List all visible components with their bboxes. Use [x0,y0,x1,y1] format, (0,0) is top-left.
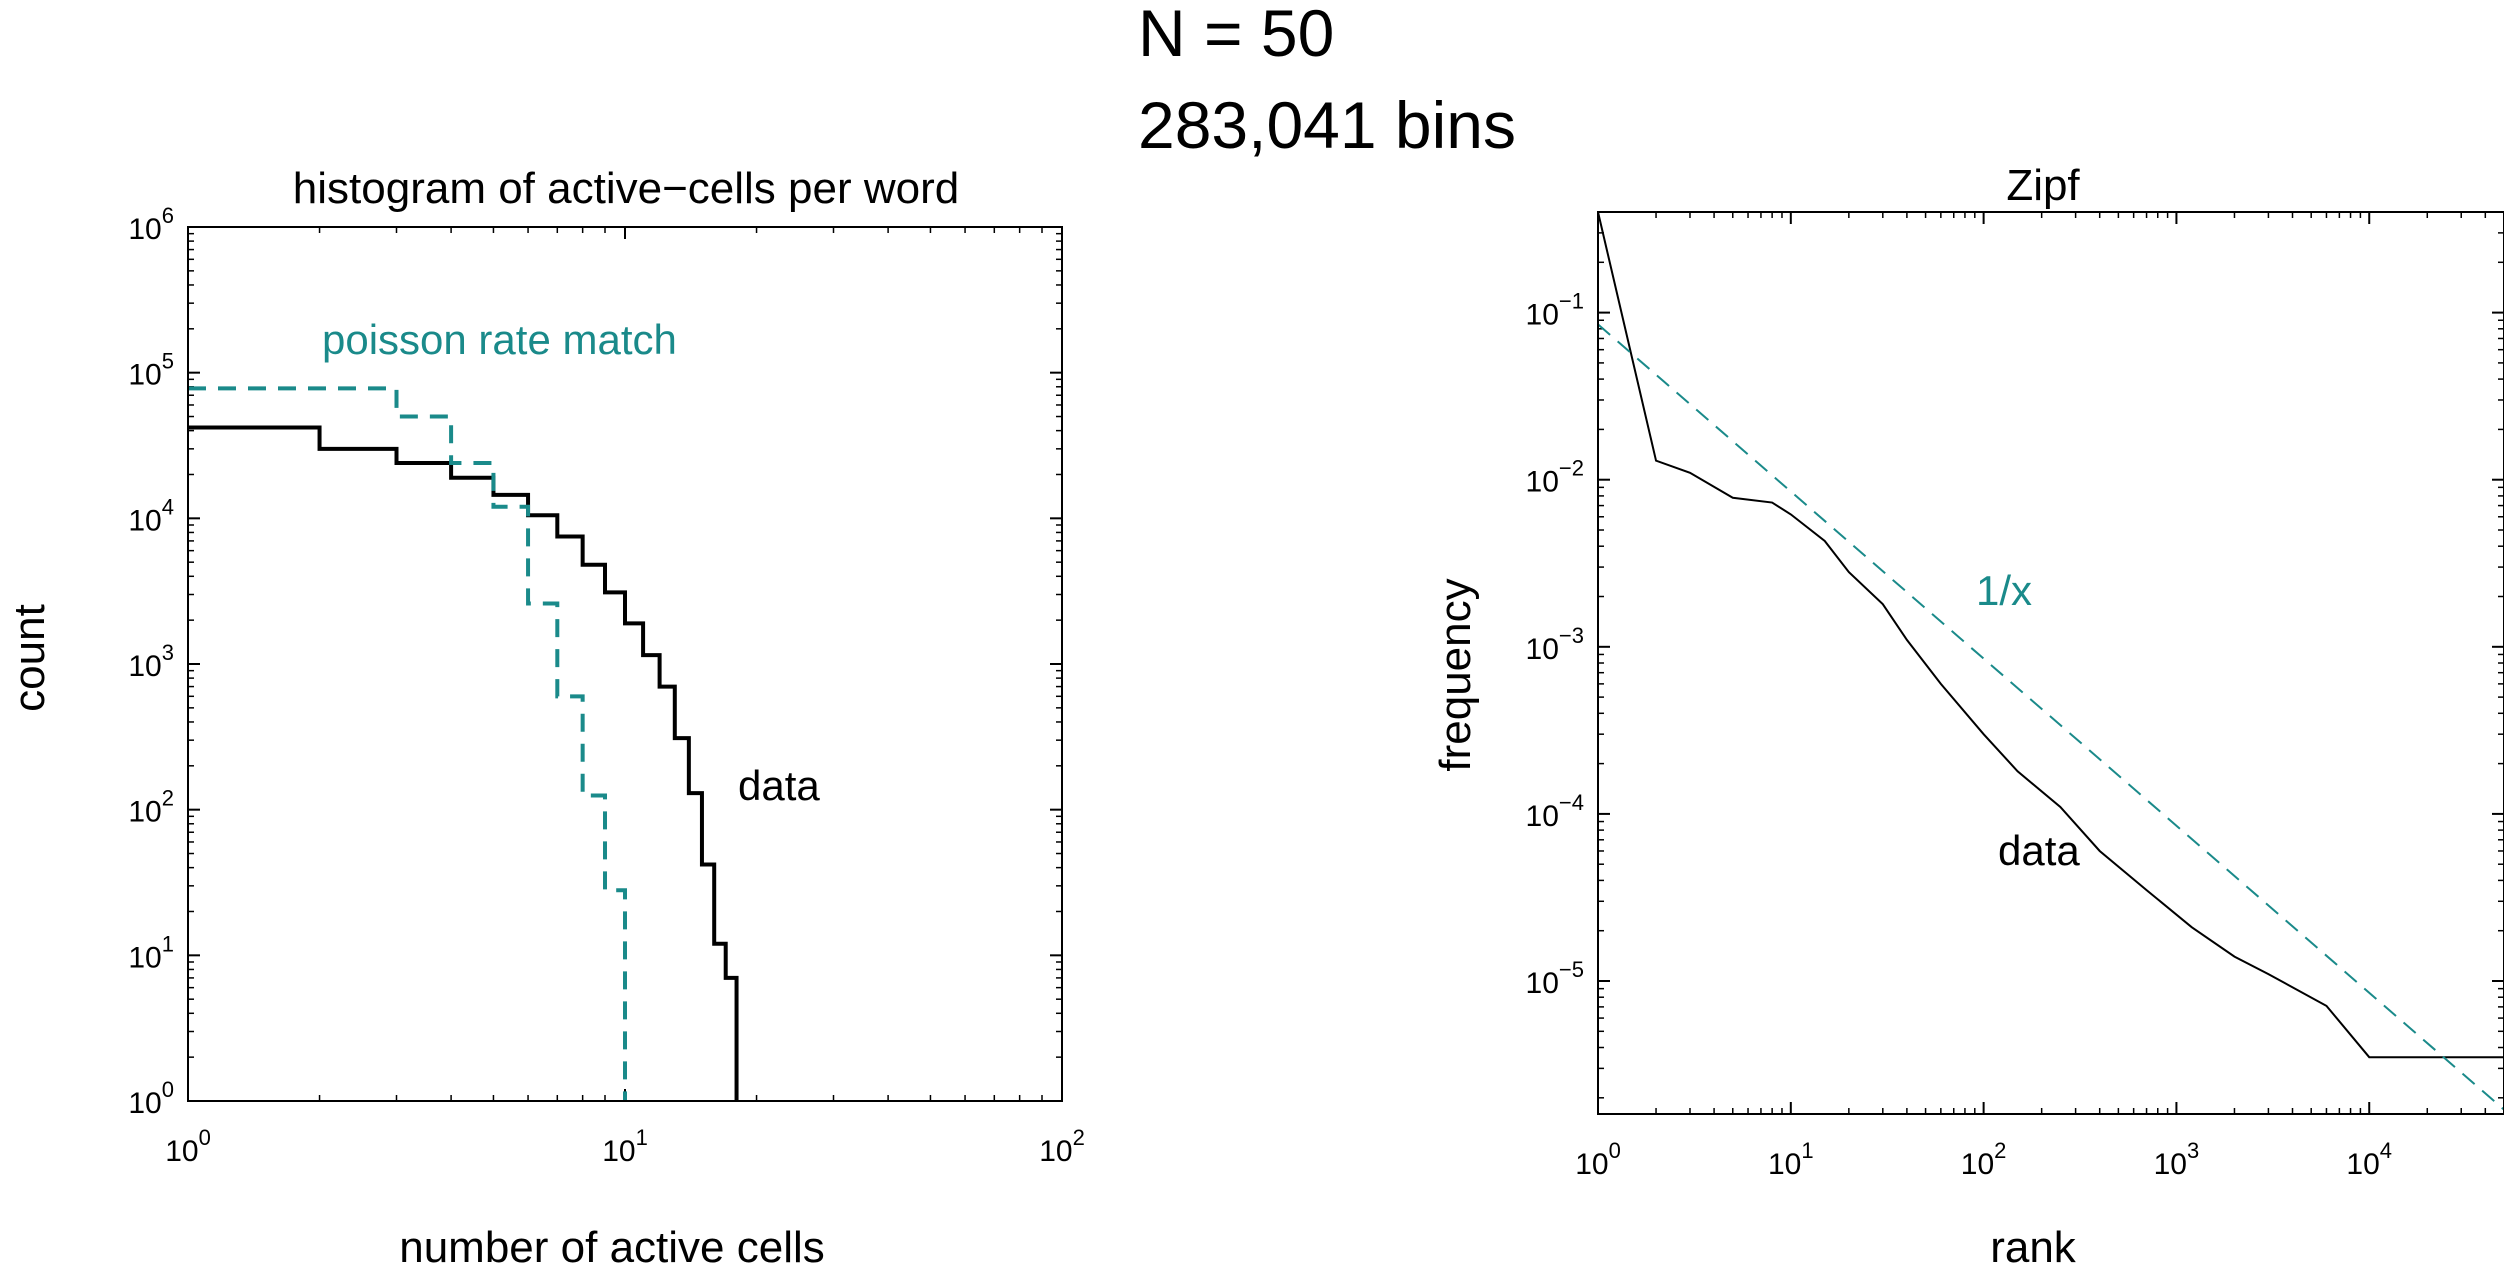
histogram-xtick-label: 101 [602,1125,648,1168]
zipf-ytick-label: 10−2 [1526,456,1584,499]
zipf-annotation-data: data [1998,827,2080,874]
histogram-xtick-label: 100 [165,1125,211,1168]
zipf-series-1-x [1597,323,2504,1111]
zipf-xtick-label: 104 [2346,1138,2392,1181]
zipf-series-data [1597,211,2504,1059]
histogram-ytick-label: 101 [128,931,174,974]
zipf-chart: Zipf rank frequency 100 101 102 103 104 10−1 1… [1431,161,2504,1272]
zipf-xtick-label: 103 [2154,1138,2200,1181]
zipf-ylabel: frequency [1431,578,1480,771]
histogram-annotation-data: data [738,762,820,809]
histogram-chart: histogram of active−cells per word numbe… [5,164,1085,1272]
histogram-ytick-label: 102 [128,786,174,829]
zipf-xtick-label: 100 [1575,1138,1621,1181]
zipf-ytick-label: 10−3 [1526,623,1584,666]
histogram-ytick-label: 103 [128,640,174,683]
zipf-title: Zipf [2006,161,2080,210]
histogram-xtick-label: 102 [1039,1125,1085,1168]
histogram-series-data [188,425,739,1101]
header-n: N = 50 [1138,0,1334,70]
zipf-xtick-label: 102 [1961,1138,2007,1181]
zipf-ytick-label: 10−4 [1526,790,1584,833]
header-bins: 283,041 bins [1138,88,1516,162]
histogram-title: histogram of active−cells per word [293,164,959,213]
zipf-xlabel: rank [1990,1223,2077,1272]
histogram-xlabel: number of active cells [399,1223,825,1272]
zipf-ytick-label: 10−1 [1526,289,1584,332]
histogram-ytick-label: 105 [128,349,174,392]
histogram-ylabel: count [5,604,54,712]
zipf-annotation-1x: 1/x [1976,567,2032,614]
histogram-plot-area [187,226,1063,1102]
histogram-series-poisson-rate-match [188,386,627,1101]
histogram-ytick-label: 104 [128,494,174,537]
histogram-ytick-label: 100 [128,1077,174,1120]
zipf-xtick-label: 101 [1768,1138,1814,1181]
zipf-plot-area [1597,211,2504,1115]
histogram-annotation-poisson: poisson rate match [322,316,677,363]
histogram-ytick-label: 106 [128,203,174,246]
zipf-ytick-label: 10−5 [1526,957,1584,1000]
